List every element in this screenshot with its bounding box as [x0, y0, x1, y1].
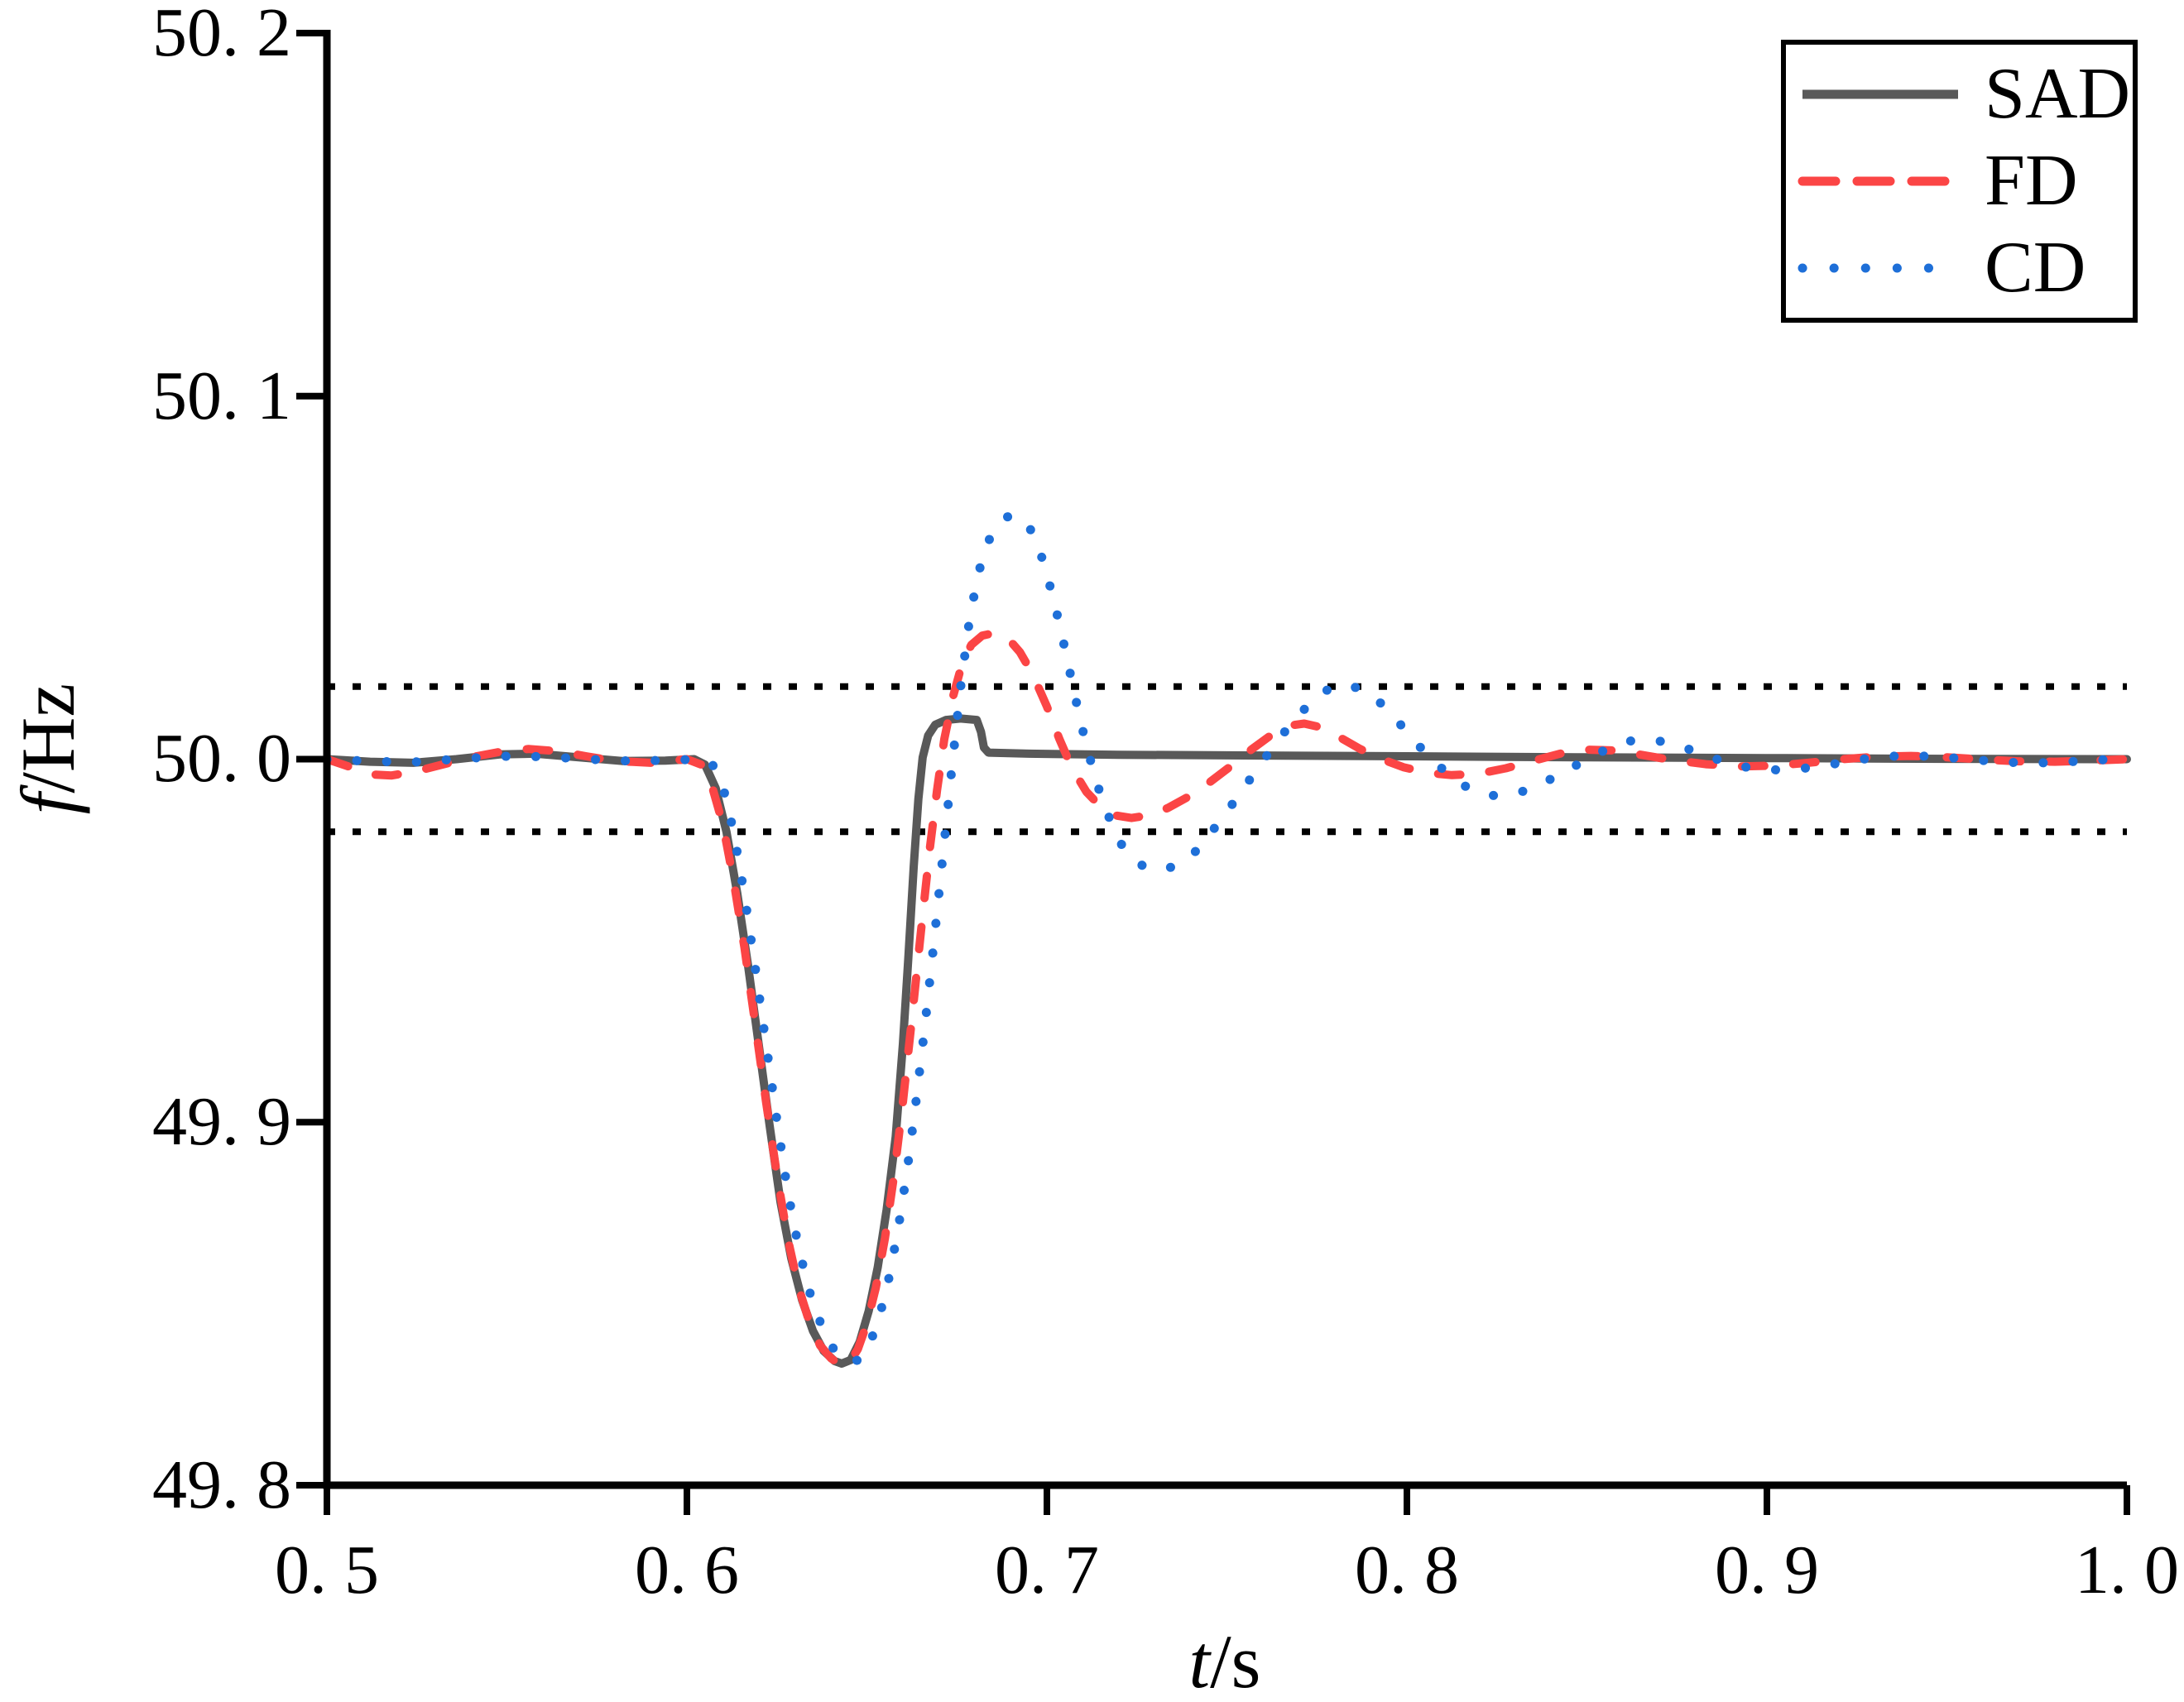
- legend: SAD FD CD: [1781, 40, 2138, 323]
- x-axis-title-unit: /s: [1210, 1619, 1261, 1702]
- legend-dashed-line-sample: [1798, 176, 1963, 186]
- x-tick-label: 1. 0: [2075, 1532, 2179, 1609]
- x-tick-label: 0. 9: [1715, 1532, 1819, 1609]
- y-tick-label: 49. 9: [152, 1083, 291, 1160]
- x-tick-label: 0. 7: [995, 1532, 1099, 1609]
- x-axis-title-symbol: t: [1188, 1619, 1211, 1702]
- legend-item-cd: CD: [1786, 227, 2133, 308]
- legend-item-label: SAD: [1985, 54, 2131, 135]
- legend-dotted-line-sample: [1798, 263, 1963, 273]
- x-tick-label: 0. 8: [1355, 1532, 1459, 1609]
- y-tick-label: 50. 0: [152, 720, 291, 797]
- x-axis-title: t/s: [1189, 1623, 1261, 1700]
- y-tick-label: 49. 8: [152, 1446, 291, 1523]
- legend-item-label: CD: [1985, 227, 2086, 308]
- y-axis-title-symbol: f: [6, 793, 90, 815]
- legend-item-sad: SAD: [1786, 58, 2133, 131]
- x-tick-label: 0. 5: [275, 1532, 379, 1609]
- legend-item-fd: FD: [1786, 140, 2133, 221]
- legend-item-label: FD: [1985, 140, 2078, 221]
- x-tick-label: 0. 6: [635, 1532, 739, 1609]
- legend-solid-line-sample: [1802, 89, 1958, 99]
- y-tick-label: 50. 1: [152, 357, 291, 434]
- y-tick-label: 50. 2: [152, 0, 291, 71]
- y-axis-title: f/Hz: [6, 683, 90, 814]
- y-axis-title-unit: /Hz: [6, 683, 90, 793]
